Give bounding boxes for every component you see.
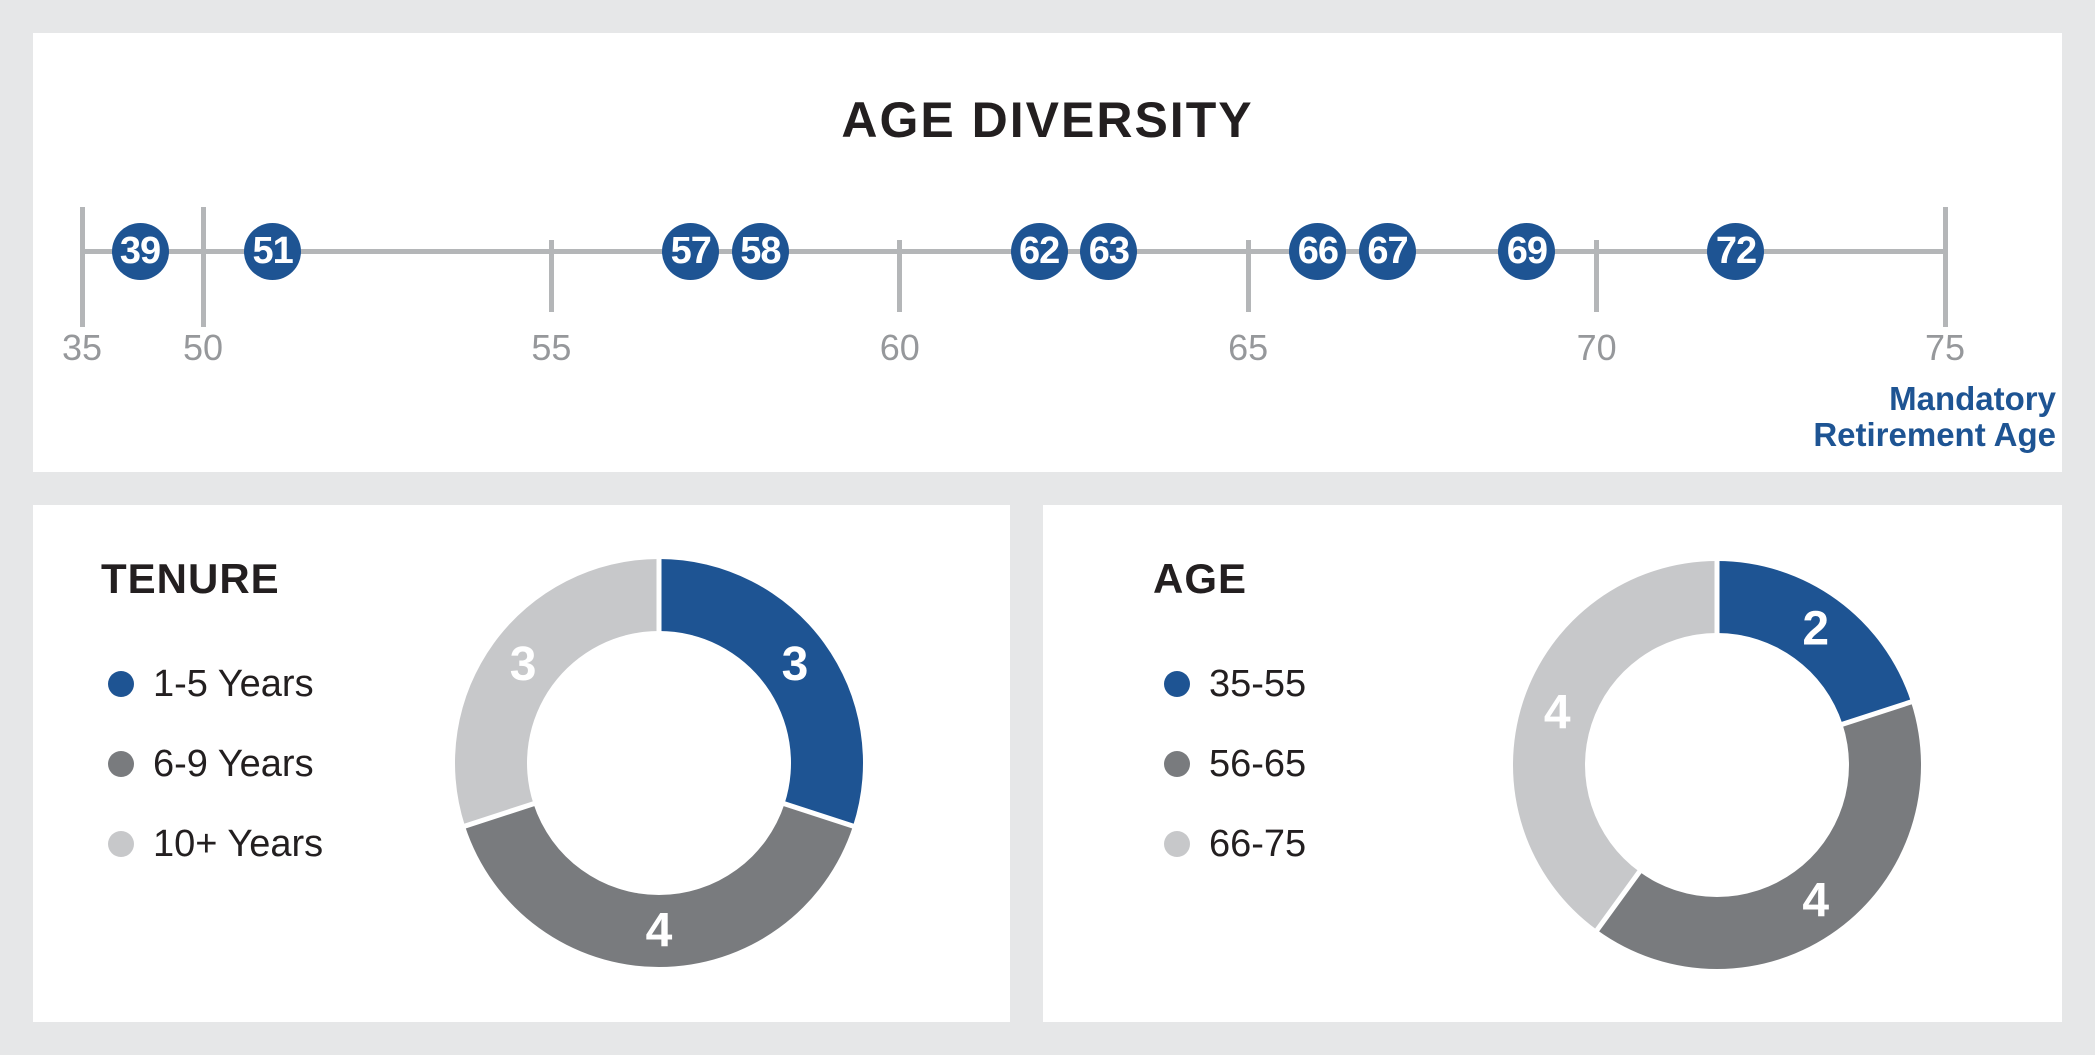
- age-legend-item-0: 35-55: [1164, 662, 1307, 705]
- axis-tick-label-60: 60: [879, 327, 920, 368]
- tenure-slice-separator-2: [459, 799, 539, 830]
- mandatory-retirement-age-label: Mandatory Retirement Age: [1813, 381, 2056, 453]
- axis-tick-label-55: 55: [531, 327, 572, 368]
- tenure-legend-label-2: 10+ Years: [153, 822, 324, 865]
- axis-tick-70: [1594, 240, 1600, 312]
- axis-tick-55: [548, 240, 554, 312]
- tenure-title: TENURE: [101, 555, 280, 602]
- age-marker-58: 58: [731, 222, 789, 280]
- age-diversity-timeline: 35 50 55 60 65 70 75 39 51 57 58 62 63 66 67 69 72: [33, 33, 2062, 472]
- age-marker-63: 63: [1080, 222, 1138, 280]
- axis-tick-35: [79, 207, 85, 327]
- tenure-legend-item-1: 6-9 Years: [108, 742, 314, 785]
- age-marker-72: 72: [1707, 222, 1765, 280]
- age-legend-bullet-1: [1164, 751, 1190, 777]
- age-marker-66: 66: [1289, 222, 1347, 280]
- tenure-value-label-1: 4: [646, 905, 673, 958]
- age-slice-35-55: [1717, 561, 1912, 725]
- age-title: AGE: [1153, 555, 1248, 602]
- age-slice-56-65: [1597, 701, 1921, 969]
- age-slice-separator-1: [1837, 698, 1917, 729]
- tenure-legend-bullet-2: [108, 831, 134, 857]
- tenure-slice-separator-1: [779, 799, 859, 830]
- axis-tick-label-75: 75: [1924, 327, 1966, 368]
- age-legend-item-2: 66-75: [1164, 822, 1307, 865]
- tenure-legend-bullet-1: [108, 751, 134, 777]
- age-value-label-1: 4: [1802, 874, 1829, 927]
- mandatory-retirement-age-line-2: Retirement Age: [1813, 416, 2056, 453]
- tenure-donut-chart: 3 4 3: [454, 554, 863, 968]
- age-value-label-2: 4: [1544, 687, 1571, 740]
- axis-tick-75: [1942, 207, 1948, 327]
- axis-tick-60: [897, 240, 903, 312]
- axis-tick-label-35: 35: [61, 327, 103, 368]
- age-diversity-panel: AGE DIVERSITY 35 50 55 60 65 70 75 39 51 57 58 62 63…: [33, 33, 2062, 472]
- age-panel: AGE 35-55 56-65 66-75 2 4 4: [1043, 505, 2062, 1022]
- age-diversity-title: AGE DIVERSITY: [841, 92, 1254, 148]
- age-marker-57: 57: [662, 222, 720, 280]
- tenure-value-label-2: 3: [510, 638, 537, 691]
- tenure-legend-bullet-0: [108, 671, 134, 697]
- age-marker-69: 69: [1498, 222, 1556, 280]
- age-legend-label-0: 35-55: [1209, 662, 1307, 705]
- tenure-panel: TENURE 1-5 Years 6-9 Years 10+ Years 3 4 3: [33, 505, 1010, 1022]
- age-legend-label-2: 66-75: [1209, 822, 1307, 865]
- tenure-legend-item-0: 1-5 Years: [108, 662, 314, 705]
- age-legend-label-1: 56-65: [1209, 742, 1307, 785]
- age-value-label-0: 2: [1802, 603, 1829, 656]
- tenure-slice-1-5-years: [659, 559, 863, 827]
- axis-tick-label-70: 70: [1576, 327, 1617, 368]
- tenure-value-label-0: 3: [782, 638, 809, 691]
- age-marker-67: 67: [1359, 222, 1417, 280]
- age-donut-chart: 2 4 4: [1513, 556, 1921, 969]
- axis-tick-65: [1245, 240, 1251, 312]
- tenure-legend-item-2: 10+ Years: [108, 822, 324, 865]
- axis-tick-label-50: 50: [182, 327, 224, 368]
- age-marker-62: 62: [1010, 222, 1068, 280]
- age-legend-bullet-2: [1164, 831, 1190, 857]
- age-slice-66-75: [1513, 561, 1717, 931]
- age-legend-item-1: 56-65: [1164, 742, 1307, 785]
- axis-tick-50: [200, 207, 206, 327]
- tenure-slice-6-9-years: [464, 803, 854, 968]
- age-slice-separator-2: [1592, 866, 1645, 936]
- tenure-slice-10-years: [454, 559, 659, 827]
- axis-tick-label-65: 65: [1228, 327, 1269, 368]
- tenure-legend-label-0: 1-5 Years: [153, 662, 314, 705]
- tenure-legend-label-1: 6-9 Years: [153, 742, 314, 785]
- age-marker-51: 51: [244, 222, 302, 280]
- mandatory-retirement-age-line-1: Mandatory: [1889, 380, 2056, 417]
- age-legend-bullet-0: [1164, 671, 1190, 697]
- age-marker-39: 39: [111, 222, 169, 280]
